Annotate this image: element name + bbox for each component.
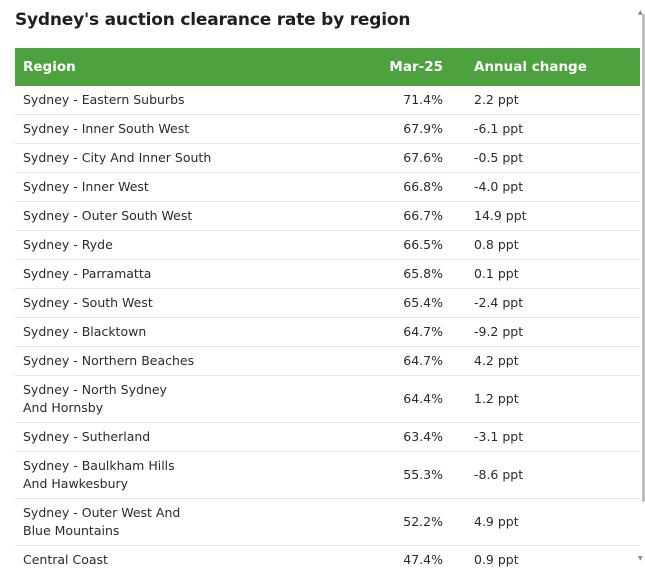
cell-region: Sydney - South West xyxy=(15,288,363,318)
table-row: Sydney - Ryde 66.5% 0.8 ppt xyxy=(15,230,640,260)
cell-annual-change: -3.1 ppt xyxy=(443,422,640,452)
table-row: Sydney - Sutherland 63.4% -3.1 ppt xyxy=(15,422,640,452)
cell-annual-change: -9.2 ppt xyxy=(443,317,640,347)
table-row: Sydney - Parramatta 65.8% 0.1 ppt xyxy=(15,259,640,289)
region-label: Sydney - South West xyxy=(23,295,153,310)
region-label: Sydney - Northern Beaches xyxy=(23,353,195,368)
cell-mar-25: 67.6% xyxy=(363,143,443,173)
cell-annual-change: -4.0 ppt xyxy=(443,172,640,202)
cell-mar-25: 55.3% xyxy=(363,451,443,499)
cell-mar-25: 64.4% xyxy=(363,375,443,423)
cell-annual-change: 4.9 ppt xyxy=(443,498,640,546)
cell-annual-change: 1.2 ppt xyxy=(443,375,640,423)
cell-annual-change: 0.1 ppt xyxy=(443,259,640,289)
cell-mar-25: 52.2% xyxy=(363,498,443,546)
region-label: Sydney - Blacktown xyxy=(23,324,147,339)
table-row: Sydney - Northern Beaches 64.7% 4.2 ppt xyxy=(15,346,640,376)
table-body: Sydney - Eastern Suburbs 71.4% 2.2 ppt Sydn… xyxy=(15,86,640,571)
cell-mar-25: 65.4% xyxy=(363,288,443,318)
cell-mar-25: 63.4% xyxy=(363,422,443,452)
cell-mar-25: 66.7% xyxy=(363,201,443,231)
table-row: Sydney - Outer West And Blue Mountains 52… xyxy=(15,498,640,546)
scroll-down-icon[interactable]: ▼ xyxy=(638,555,643,562)
table-row: Sydney - Outer South West 66.7% 14.9 ppt xyxy=(15,201,640,231)
cell-mar-25: 66.8% xyxy=(363,172,443,202)
cell-region: Sydney - Parramatta xyxy=(15,259,363,289)
cell-annual-change: 2.2 ppt xyxy=(443,86,640,115)
region-label: Sydney - Baulkham Hills And Hawkesbury xyxy=(23,458,175,491)
cell-region: Sydney - Blacktown xyxy=(15,317,363,347)
cell-region: Sydney - Baulkham Hills And Hawkesbury xyxy=(15,451,363,499)
cell-region: Sydney - Eastern Suburbs xyxy=(15,86,363,115)
table-header-row: Region Mar-25 Annual change xyxy=(15,48,640,86)
table-row: Sydney - Eastern Suburbs 71.4% 2.2 ppt xyxy=(15,86,640,115)
region-label: Sydney - City And Inner South xyxy=(23,150,212,165)
region-label: Sydney - Eastern Suburbs xyxy=(23,92,185,107)
cell-region: Sydney - Northern Beaches xyxy=(15,346,363,376)
table-row: Sydney - Baulkham Hills And Hawkesbury 55… xyxy=(15,451,640,499)
table-row: Sydney - South West 65.4% -2.4 ppt xyxy=(15,288,640,318)
cell-region: Sydney - Outer South West xyxy=(15,201,363,231)
cell-mar-25: 71.4% xyxy=(363,86,443,115)
scroll-up-icon[interactable]: ▲ xyxy=(638,9,643,16)
cell-mar-25: 65.8% xyxy=(363,259,443,289)
header-mar-25: Mar-25 xyxy=(363,48,443,86)
cell-annual-change: 0.8 ppt xyxy=(443,230,640,260)
region-label: Sydney - Outer West And Blue Mountains xyxy=(23,505,181,538)
page-title: Sydney's auction clearance rate by regio… xyxy=(15,10,411,30)
table-row: Sydney - Inner West 66.8% -4.0 ppt xyxy=(15,172,640,202)
cell-region: Sydney - Inner West xyxy=(15,172,363,202)
cell-region: Sydney - North Sydney And Hornsby xyxy=(15,375,363,423)
scrollbar[interactable] xyxy=(642,14,645,502)
cell-annual-change: -0.5 ppt xyxy=(443,143,640,173)
cell-region: Sydney - Sutherland xyxy=(15,422,363,452)
table-row: Sydney - Inner South West 67.9% -6.1 ppt xyxy=(15,114,640,144)
cell-region: Sydney - City And Inner South xyxy=(15,143,363,173)
cell-region: Sydney - Inner South West xyxy=(15,114,363,144)
cell-region: Sydney - Outer West And Blue Mountains xyxy=(15,498,363,546)
table-row: Sydney - North Sydney And Hornsby 64.4% 1.… xyxy=(15,375,640,423)
cell-annual-change: 4.2 ppt xyxy=(443,346,640,376)
region-label: Sydney - North Sydney And Hornsby xyxy=(23,382,167,415)
cell-annual-change: 14.9 ppt xyxy=(443,201,640,231)
region-label: Sydney - Outer South West xyxy=(23,208,193,223)
cell-mar-25: 47.4% xyxy=(363,545,443,571)
header-region: Region xyxy=(15,48,363,86)
clearance-table: Region Mar-25 Annual change Sydney - Eas… xyxy=(15,48,640,571)
cell-mar-25: 67.9% xyxy=(363,114,443,144)
cell-region: Sydney - Ryde xyxy=(15,230,363,260)
cell-annual-change: -2.4 ppt xyxy=(443,288,640,318)
header-annual-change: Annual change xyxy=(443,48,640,86)
cell-annual-change: -6.1 ppt xyxy=(443,114,640,144)
cell-annual-change: -8.6 ppt xyxy=(443,451,640,499)
table-row: Sydney - City And Inner South 67.6% -0.5 p… xyxy=(15,143,640,173)
table-row: Sydney - Blacktown 64.7% -9.2 ppt xyxy=(15,317,640,347)
cell-annual-change: 0.9 ppt xyxy=(443,545,640,571)
table-row: Central Coast 47.4% 0.9 ppt xyxy=(15,545,640,571)
region-label: Sydney - Sutherland xyxy=(23,429,151,444)
region-label: Sydney - Inner West xyxy=(23,179,149,194)
cell-mar-25: 64.7% xyxy=(363,346,443,376)
clearance-table-container[interactable]: Region Mar-25 Annual change Sydney - Eas… xyxy=(15,48,640,571)
region-label: Sydney - Parramatta xyxy=(23,266,152,281)
region-label: Sydney - Inner South West xyxy=(23,121,190,136)
region-label: Central Coast xyxy=(23,552,108,567)
cell-mar-25: 64.7% xyxy=(363,317,443,347)
cell-mar-25: 66.5% xyxy=(363,230,443,260)
region-label: Sydney - Ryde xyxy=(23,237,113,252)
cell-region: Central Coast xyxy=(15,545,363,571)
